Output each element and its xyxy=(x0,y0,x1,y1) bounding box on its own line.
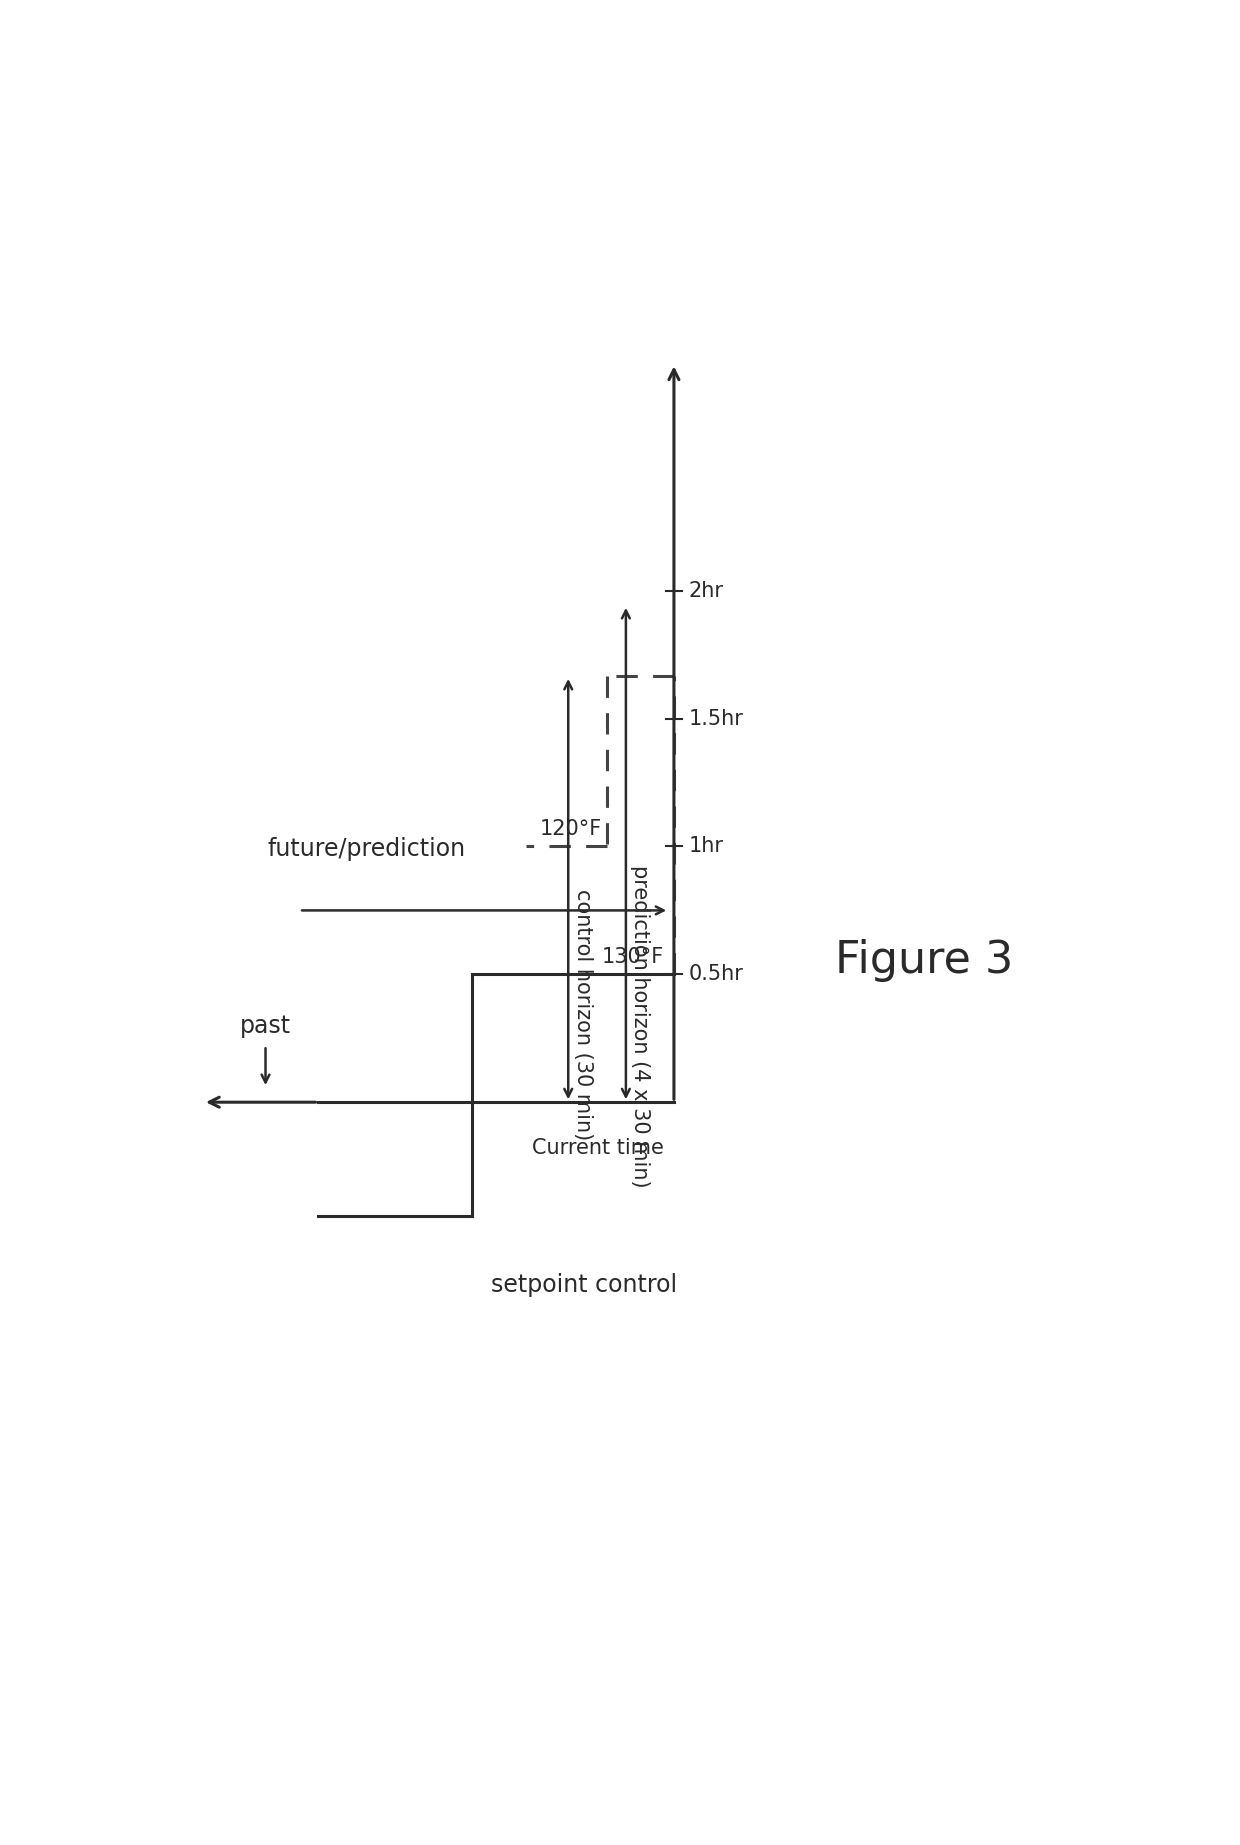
Text: 0.5hr: 0.5hr xyxy=(688,965,743,985)
Text: Current time: Current time xyxy=(532,1138,665,1157)
Text: 1.5hr: 1.5hr xyxy=(688,708,743,729)
Text: 1hr: 1hr xyxy=(688,836,723,856)
Text: 120°F: 120°F xyxy=(539,819,601,839)
Text: 130°F: 130°F xyxy=(603,946,665,967)
Text: future/prediction: future/prediction xyxy=(268,836,465,860)
Text: Figure 3: Figure 3 xyxy=(835,939,1013,982)
Text: 2hr: 2hr xyxy=(688,581,723,601)
Text: past: past xyxy=(241,1015,291,1039)
Text: setpoint control: setpoint control xyxy=(491,1273,677,1297)
Text: prediction horizon (4 x 30 min): prediction horizon (4 x 30 min) xyxy=(630,865,650,1188)
Text: control horizon (30 min): control horizon (30 min) xyxy=(573,889,593,1140)
